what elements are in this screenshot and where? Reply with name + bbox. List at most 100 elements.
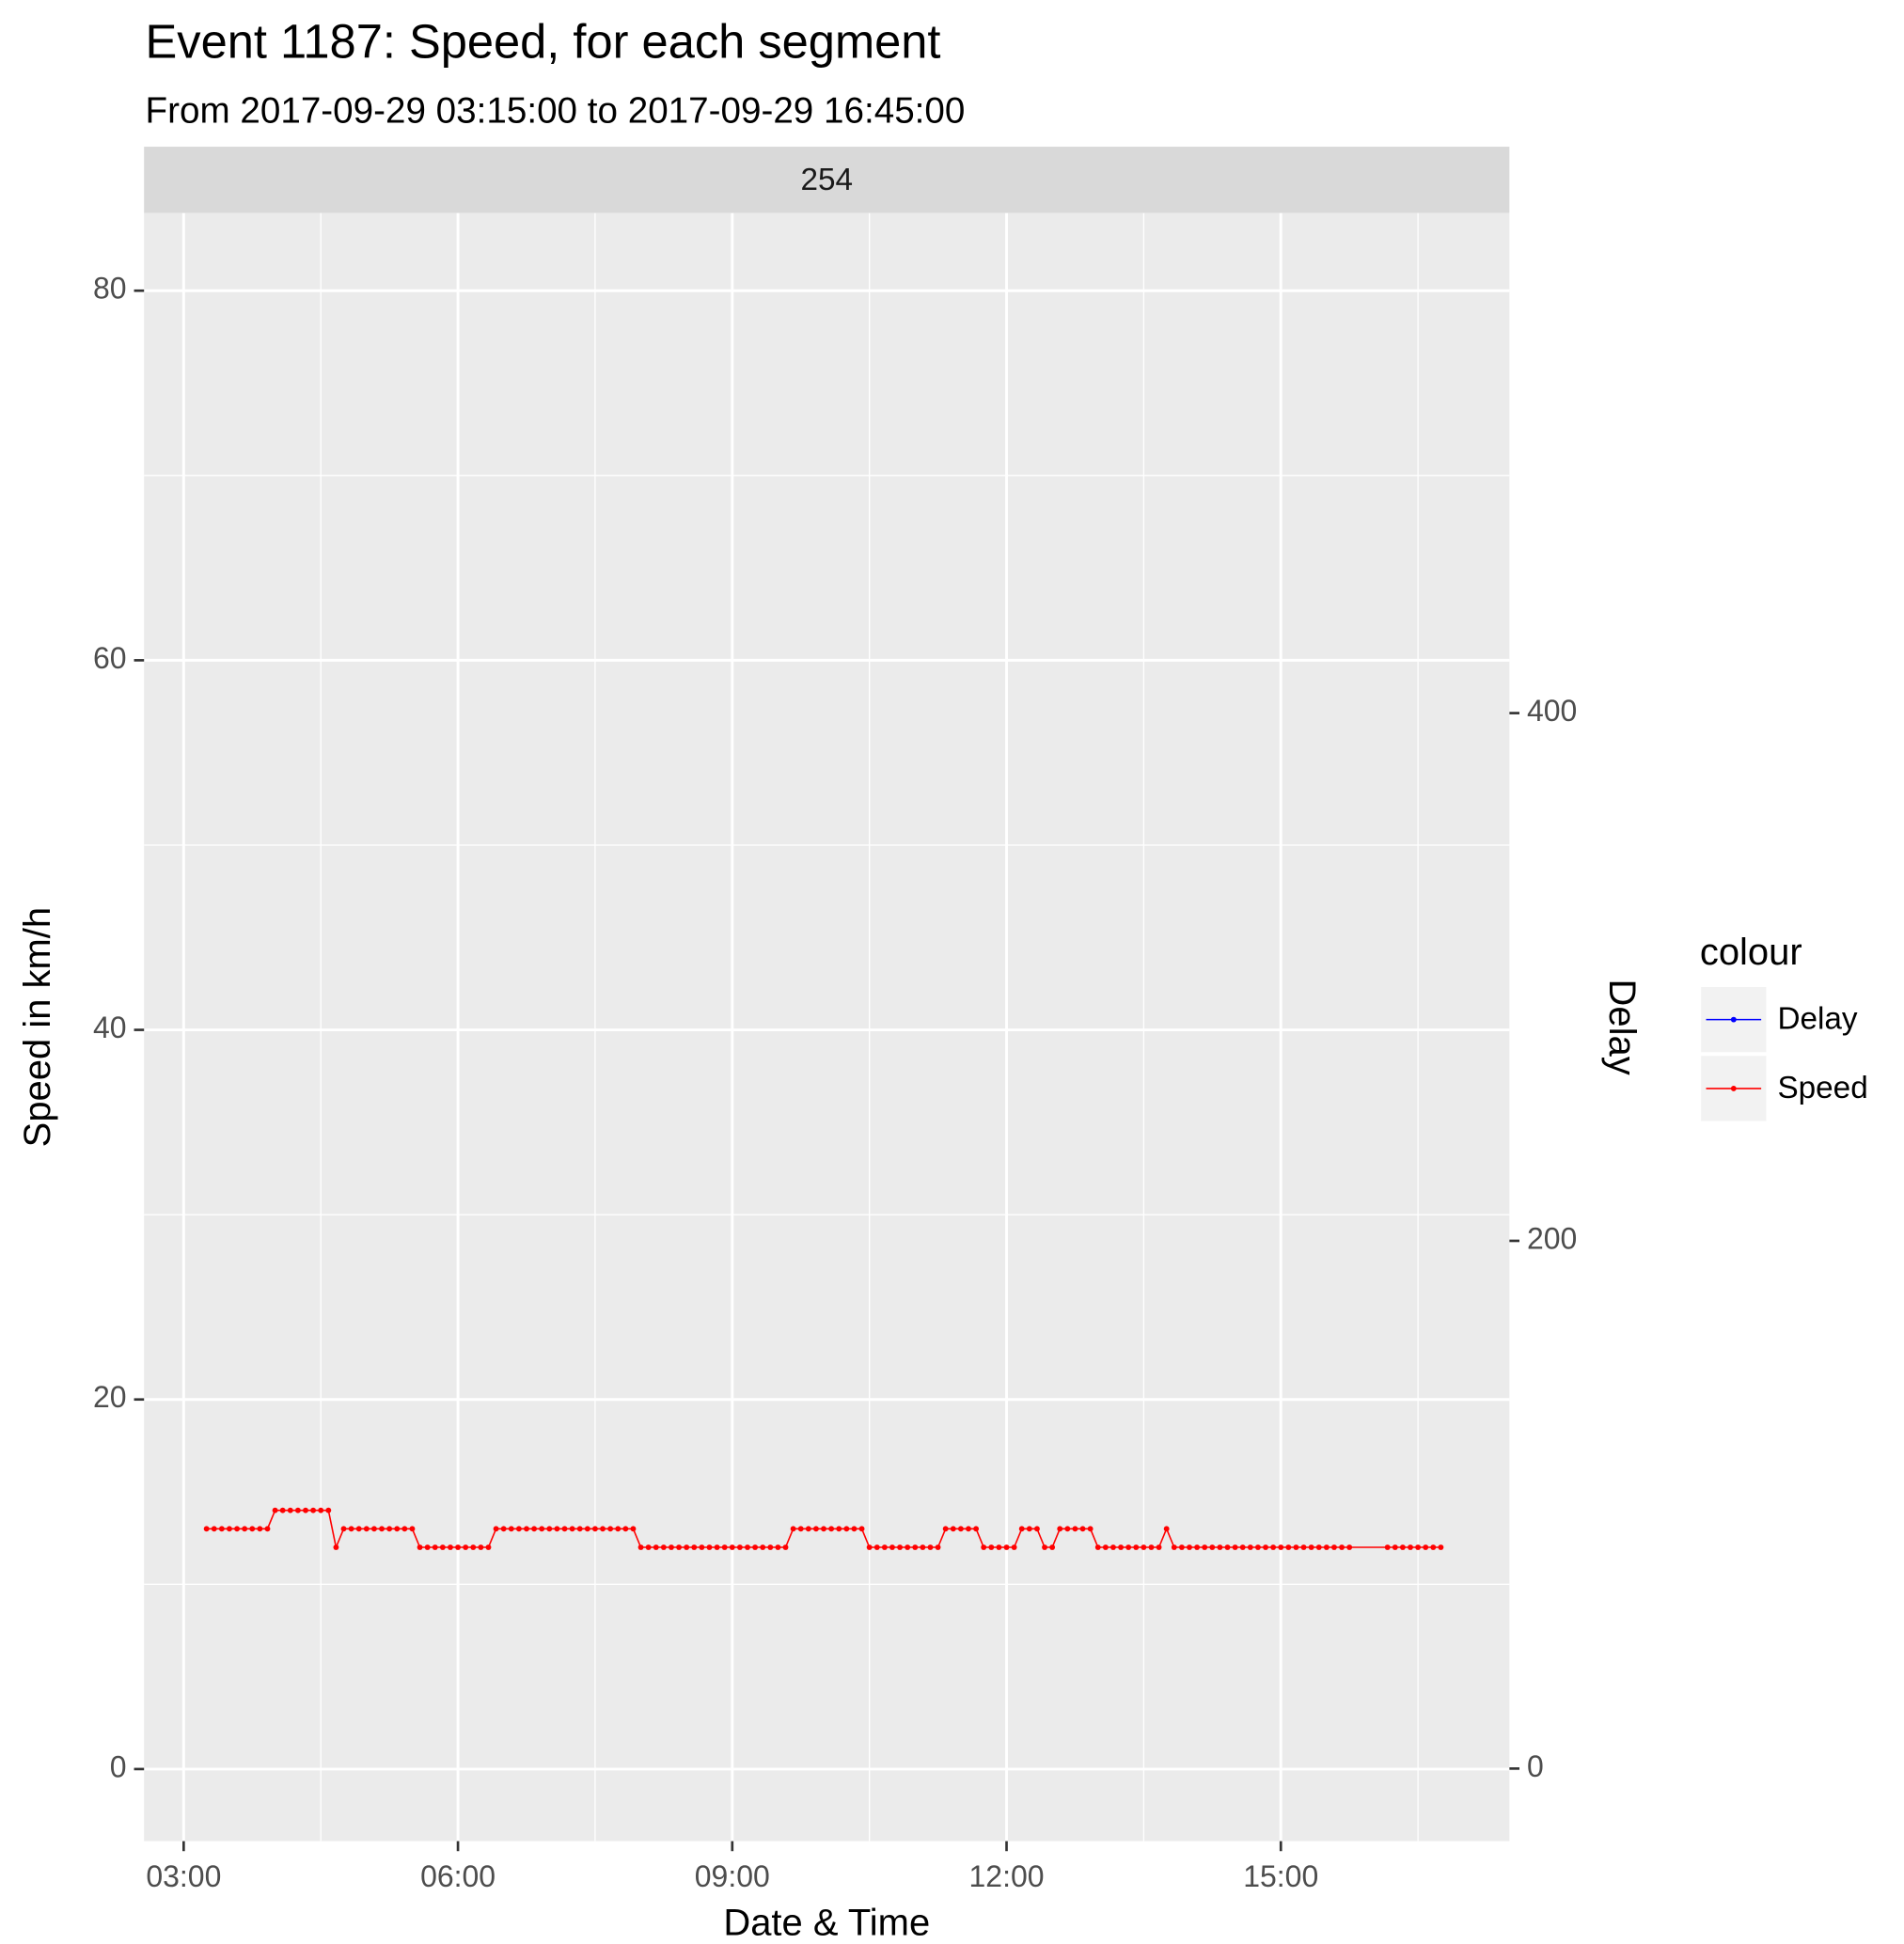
point — [1163, 1526, 1170, 1532]
point — [615, 1526, 622, 1532]
point — [942, 1526, 949, 1532]
point — [1255, 1544, 1261, 1550]
point — [966, 1526, 971, 1532]
point — [1209, 1544, 1216, 1550]
point — [417, 1544, 423, 1550]
point — [760, 1544, 766, 1550]
point — [1102, 1544, 1109, 1550]
point — [325, 1507, 332, 1513]
point — [1003, 1544, 1010, 1550]
point — [1293, 1544, 1299, 1550]
point — [242, 1526, 248, 1532]
point — [927, 1544, 934, 1550]
point — [303, 1507, 308, 1513]
point — [227, 1526, 232, 1532]
chart-title: Event 1187: Speed, for each segment — [146, 15, 941, 69]
point — [554, 1526, 560, 1532]
x-axis-title: Date & Time — [723, 1902, 930, 1943]
x-tick-label: 06:00 — [420, 1859, 496, 1893]
point — [988, 1544, 995, 1550]
point — [363, 1526, 370, 1532]
point — [905, 1544, 911, 1550]
point — [1285, 1544, 1292, 1550]
point — [508, 1526, 514, 1532]
point — [561, 1526, 568, 1532]
point — [515, 1526, 522, 1532]
point — [1232, 1544, 1238, 1550]
y2-tick-label: 400 — [1527, 694, 1577, 728]
y2-axis-title: Delay — [1601, 980, 1643, 1075]
legend-label: Speed — [1777, 1071, 1867, 1105]
point — [1034, 1526, 1040, 1532]
point — [950, 1526, 956, 1532]
point — [1087, 1526, 1094, 1532]
grid — [144, 212, 1510, 1842]
point — [729, 1544, 735, 1550]
point — [600, 1526, 606, 1532]
y2-tick-label: 0 — [1527, 1749, 1544, 1783]
point — [873, 1544, 880, 1550]
point — [935, 1544, 941, 1550]
point — [821, 1526, 826, 1532]
facet-strip — [144, 147, 1510, 213]
point — [394, 1526, 401, 1532]
point — [500, 1526, 507, 1532]
point — [660, 1544, 667, 1550]
point — [1392, 1544, 1398, 1550]
point — [1323, 1544, 1330, 1550]
point — [767, 1544, 774, 1550]
point — [333, 1544, 339, 1550]
point — [1072, 1526, 1078, 1532]
point — [401, 1526, 408, 1532]
point — [745, 1544, 750, 1550]
point — [699, 1544, 705, 1550]
point — [775, 1544, 781, 1550]
point — [1247, 1544, 1253, 1550]
point — [721, 1544, 728, 1550]
point — [1270, 1544, 1277, 1550]
point — [1430, 1544, 1437, 1550]
point — [706, 1544, 713, 1550]
point — [310, 1507, 317, 1513]
point — [448, 1544, 453, 1550]
point — [669, 1544, 674, 1550]
point — [439, 1544, 446, 1550]
point — [470, 1544, 477, 1550]
point — [1399, 1544, 1406, 1550]
point — [1263, 1544, 1268, 1550]
x-tick-label: 15:00 — [1243, 1859, 1318, 1893]
point — [424, 1544, 431, 1550]
point — [1239, 1544, 1246, 1550]
point — [485, 1544, 492, 1550]
point — [957, 1526, 964, 1532]
point — [234, 1526, 241, 1532]
point — [539, 1526, 545, 1532]
point — [463, 1544, 469, 1550]
point — [637, 1544, 644, 1550]
point — [1217, 1544, 1223, 1550]
point — [996, 1544, 1002, 1550]
y-axis-title: Speed in km/h — [17, 907, 58, 1147]
legend-title: colour — [1700, 932, 1802, 973]
point — [981, 1544, 987, 1550]
point — [1079, 1526, 1086, 1532]
point — [836, 1526, 842, 1532]
point — [828, 1526, 835, 1532]
point — [592, 1526, 598, 1532]
point — [797, 1526, 804, 1532]
point — [478, 1544, 484, 1550]
point — [576, 1526, 583, 1532]
point — [1094, 1544, 1101, 1550]
point — [630, 1526, 637, 1532]
point — [1438, 1544, 1444, 1550]
point — [1315, 1544, 1322, 1550]
point — [455, 1544, 462, 1550]
point — [1346, 1544, 1353, 1550]
point — [843, 1526, 850, 1532]
y-tick-label: 40 — [93, 1011, 127, 1044]
point — [881, 1544, 888, 1550]
point — [1064, 1526, 1071, 1532]
point — [866, 1544, 873, 1550]
point — [355, 1526, 362, 1532]
y-tick-label: 80 — [93, 272, 127, 306]
